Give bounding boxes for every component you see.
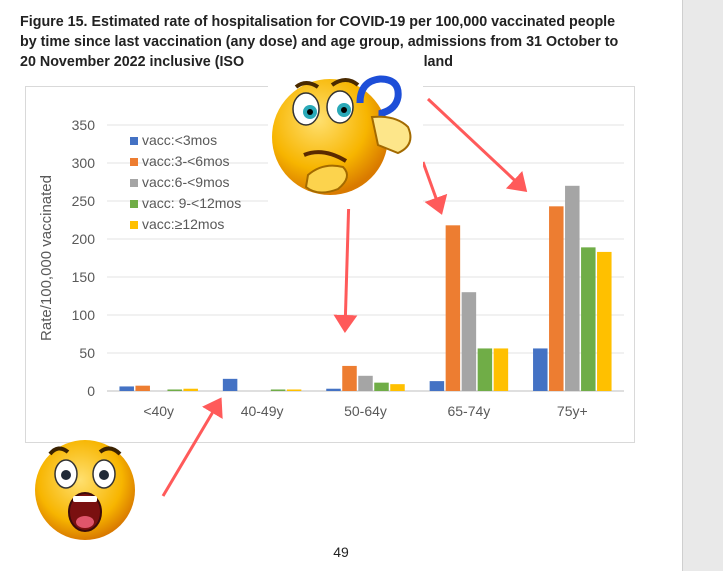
viewer-scroll-area: [682, 0, 723, 571]
bar: [135, 385, 150, 391]
bar: [493, 348, 509, 391]
bar-chart: 0 50 100 150 200 250 300 350 Rate/100,000 vaccin…: [38, 117, 624, 419]
bar: [286, 389, 302, 391]
legend-swatch: [130, 158, 138, 166]
bar: [461, 292, 477, 391]
shocked-face-icon: [35, 440, 135, 540]
y-tick-label: 150: [72, 269, 96, 285]
legend-swatch: [130, 221, 138, 229]
figure-title-line-3-start: 20 November 2022 inclusive (ISO: [20, 54, 245, 70]
bar: [565, 185, 580, 391]
bar: [581, 247, 596, 391]
arrow-to-50-64y: [333, 194, 358, 333]
bar: [326, 388, 341, 391]
x-tick-label: 75y+: [557, 403, 588, 419]
y-tick-label: 100: [72, 307, 96, 323]
y-axis-label: Rate/100,000 vaccinated: [38, 175, 55, 341]
bar: [167, 389, 182, 391]
bar: [342, 365, 357, 391]
bar: [390, 384, 405, 391]
bar: [597, 251, 612, 391]
y-tick-label: 200: [72, 231, 96, 247]
bar: [477, 348, 493, 391]
x-tick-label: <40y: [143, 403, 174, 419]
legend-entry: vacc:6-<9mos: [142, 174, 230, 190]
legend-swatch: [130, 137, 138, 145]
bar: [533, 348, 548, 391]
figure-title: Figure 15. Estimated rate of hospitalisa…: [20, 12, 660, 72]
y-tick-label: 300: [72, 155, 96, 171]
legend-entry: vacc:≥12mos: [142, 216, 224, 232]
legend-swatch: [130, 200, 138, 208]
bar: [358, 375, 373, 391]
arrow-to-75y: [426, 97, 528, 193]
x-tick-label: 40-49y: [241, 403, 284, 419]
arrow-to-40-49y: [161, 397, 223, 497]
legend-entry: vacc:<3mos: [142, 132, 217, 148]
legend-entry: vacc: 9-<12mos: [142, 195, 241, 211]
x-tick-label: 50-64y: [344, 403, 387, 419]
y-tick-label: 0: [87, 383, 95, 399]
bar: [222, 378, 238, 391]
y-tick-label: 50: [79, 345, 95, 361]
bar: [119, 386, 134, 391]
y-tick-label: 250: [72, 193, 96, 209]
figure-title-line-2: by time since last vaccination (any dose…: [20, 34, 619, 50]
page-number: 49: [333, 544, 349, 560]
bar: [183, 388, 198, 391]
legend-entry: vacc:3-<6mos: [142, 153, 230, 169]
bar: [549, 206, 564, 391]
arrow-to-65-74y: [421, 161, 448, 215]
figure-title-line-1: Figure 15. Estimated rate of hospitalisa…: [20, 14, 616, 30]
bar: [270, 389, 286, 391]
x-tick-label: 65-74y: [447, 403, 490, 419]
thinking-face-icon: [268, 57, 423, 209]
legend-swatch: [130, 179, 138, 187]
y-tick-label: 350: [72, 117, 96, 133]
bar: [374, 382, 389, 391]
bar: [445, 225, 461, 391]
bar: [429, 381, 445, 391]
